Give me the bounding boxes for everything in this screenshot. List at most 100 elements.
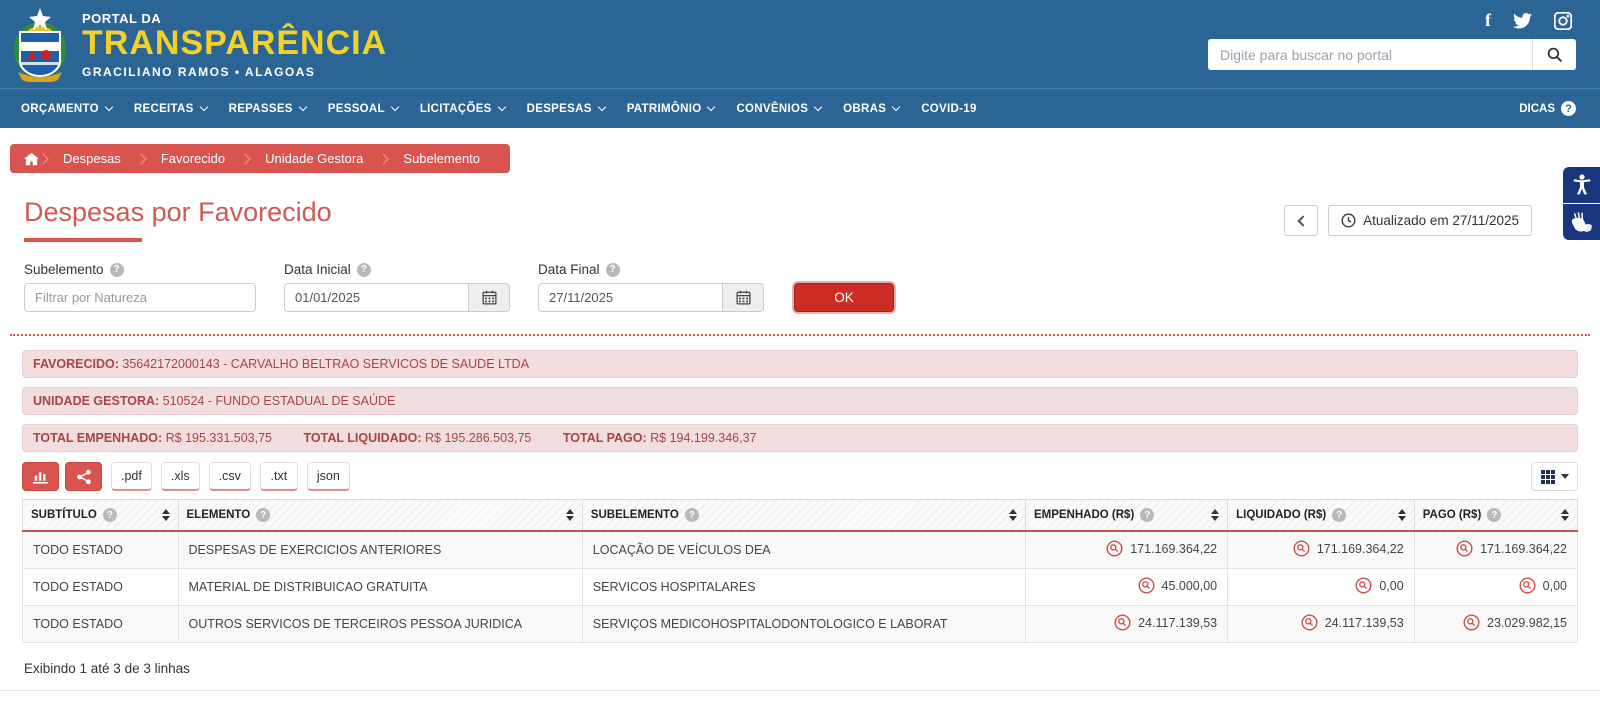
drilldown-magnifier-icon[interactable]	[1293, 540, 1310, 557]
drilldown-magnifier-icon[interactable]	[1137, 577, 1155, 594]
municipality-label: GRACILIANO RAMOS • ALAGOAS	[82, 64, 316, 79]
share-button[interactable]	[65, 462, 102, 491]
nav-obras[interactable]: OBRAS	[832, 89, 910, 129]
sort-icon[interactable]	[565, 509, 574, 521]
instagram-icon[interactable]	[1554, 11, 1572, 30]
nav-covid19[interactable]: COVID-19	[921, 102, 977, 115]
columns-toggle-button[interactable]	[1531, 462, 1578, 491]
sort-icon[interactable]	[1008, 509, 1017, 521]
accessibility-button[interactable]	[1563, 167, 1600, 203]
nav-repasses[interactable]: REPASSES	[218, 89, 317, 129]
calendar-icon	[481, 290, 497, 305]
chart-view-button[interactable]	[22, 462, 59, 491]
chevron-down-icon	[891, 102, 901, 112]
cell-pago: 171.169.364,22	[1413, 530, 1579, 569]
col-header-subtitulo[interactable]: SUBTÍTULO	[22, 499, 179, 532]
cell-elemento: MATERIAL DE DISTRIBUICAO GRATUITA	[177, 568, 583, 606]
data-final-input[interactable]	[538, 283, 722, 312]
export-json-button[interactable]: json	[306, 462, 350, 491]
help-icon[interactable]	[256, 508, 271, 522]
help-icon[interactable]	[356, 262, 371, 277]
col-header-subelemento[interactable]: SUBELEMENTO	[581, 499, 1026, 532]
subelemento-input[interactable]	[24, 283, 256, 312]
search-input[interactable]	[1208, 39, 1532, 70]
portal-title: TRANSPARÊNCIA	[82, 24, 388, 63]
help-icon: ?	[1561, 101, 1576, 116]
breadcrumb-subelemento[interactable]: Subelemento	[403, 151, 481, 166]
clock-icon	[1341, 213, 1356, 228]
sort-icon[interactable]	[1211, 509, 1220, 521]
table-row: TODO ESTADO MATERIAL DE DISTRIBUICAO GRA…	[22, 568, 1579, 606]
export-xls-button[interactable]: .xls	[160, 462, 200, 491]
despesas-table: SUBTÍTULO ELEMENTO SUBELEMENTO EMPENHADO…	[22, 499, 1579, 643]
sort-icon[interactable]	[1397, 509, 1406, 521]
cell-subelemento: SERVICOS HOSPITALARES	[581, 568, 1026, 606]
export-txt-button[interactable]: .txt	[259, 462, 298, 491]
nav-despesas[interactable]: DESPESAS	[516, 89, 616, 129]
subelemento-label: Subelemento	[24, 262, 256, 277]
unidade-gestora-value: 510524 - FUNDO ESTADUAL DE SAÚDE	[162, 394, 396, 408]
help-icon[interactable]	[1332, 508, 1347, 522]
breadcrumb-favorecido[interactable]: Favorecido	[160, 151, 226, 166]
cell-subtitulo: TODO ESTADO	[22, 605, 179, 643]
help-icon[interactable]	[102, 508, 117, 522]
dotted-separator	[10, 334, 1590, 336]
nav-convenios[interactable]: CONVÊNIOS	[725, 89, 832, 129]
chevron-down-icon	[390, 102, 400, 112]
portal-label: PORTAL DA	[82, 11, 162, 27]
twitter-icon[interactable]	[1513, 12, 1532, 29]
drilldown-magnifier-icon[interactable]	[1301, 614, 1318, 631]
col-header-empenhado[interactable]: EMPENHADO (R$)	[1024, 499, 1229, 532]
help-icon[interactable]	[1140, 508, 1155, 522]
cell-subelemento: LOCAÇÃO DE VEÍCULOS DEA	[581, 530, 1026, 569]
sort-icon[interactable]	[1561, 509, 1569, 521]
cell-empenhado: 171.169.364,22	[1024, 530, 1229, 569]
export-csv-button[interactable]: .csv	[208, 462, 251, 491]
export-pdf-button[interactable]: .pdf	[111, 462, 152, 491]
drilldown-magnifier-icon[interactable]	[1519, 577, 1536, 594]
nav-receitas[interactable]: RECEITAS	[123, 89, 218, 129]
nav-licitacoes[interactable]: LICITAÇÕES	[409, 89, 516, 129]
calendar-button[interactable]	[722, 283, 764, 312]
nav-pessoal[interactable]: PESSOAL	[317, 89, 409, 129]
help-icon[interactable]	[1487, 508, 1502, 522]
data-inicial-input[interactable]	[284, 283, 468, 312]
help-icon[interactable]	[684, 508, 699, 522]
col-header-liquidado[interactable]: LIQUIDADO (R$)	[1227, 499, 1415, 532]
home-icon[interactable]	[24, 152, 39, 166]
favorecido-alert: FAVORECIDO: 35642172000143 - CARVALHO BE…	[22, 350, 1578, 378]
breadcrumb-despesas[interactable]: Despesas	[63, 151, 121, 166]
drilldown-magnifier-icon[interactable]	[1114, 614, 1131, 631]
calendar-button[interactable]	[468, 283, 510, 312]
export-toolbar: .pdf .xls .csv .txt json	[22, 462, 1578, 491]
sign-language-hands-icon	[1571, 212, 1592, 232]
total-empenhado-value: R$ 195.331.503,75	[165, 431, 272, 445]
ok-button[interactable]: OK	[794, 283, 894, 312]
chevron-left-icon	[1296, 214, 1309, 227]
sort-icon[interactable]	[161, 509, 170, 521]
search-button[interactable]	[1532, 39, 1576, 70]
cell-pago: 23.029.982,15	[1413, 605, 1579, 643]
drilldown-magnifier-icon[interactable]	[1463, 614, 1480, 631]
help-icon[interactable]	[605, 262, 620, 277]
breadcrumb-unidade-gestora[interactable]: Unidade Gestora	[265, 151, 364, 166]
col-header-pago[interactable]: PAGO (R$)	[1413, 499, 1579, 532]
nav-orcamento[interactable]: ORÇAMENTO	[10, 89, 123, 129]
title-underline	[24, 238, 142, 242]
share-icon	[76, 469, 91, 484]
table-row: TODO ESTADO DESPESAS DE EXERCICIOS ANTER…	[22, 530, 1579, 569]
accessibility-floaters	[1563, 167, 1600, 241]
libras-button[interactable]	[1563, 204, 1600, 240]
help-icon[interactable]	[109, 262, 124, 277]
drilldown-magnifier-icon[interactable]	[1355, 577, 1372, 594]
nav-patrimonio[interactable]: PATRIMÔNIO	[616, 89, 726, 129]
cell-empenhado: 24.117.139,53	[1024, 605, 1229, 643]
drilldown-magnifier-icon[interactable]	[1106, 540, 1123, 557]
nav-dicas[interactable]: DICAS ?	[1519, 101, 1590, 116]
total-empenhado-label: TOTAL EMPENHADO:	[33, 431, 163, 445]
back-button[interactable]	[1284, 205, 1319, 236]
facebook-icon[interactable]: f	[1485, 10, 1491, 30]
drilldown-magnifier-icon[interactable]	[1456, 540, 1473, 557]
col-header-elemento[interactable]: ELEMENTO	[177, 499, 583, 532]
coat-of-arms-logo	[14, 8, 66, 82]
